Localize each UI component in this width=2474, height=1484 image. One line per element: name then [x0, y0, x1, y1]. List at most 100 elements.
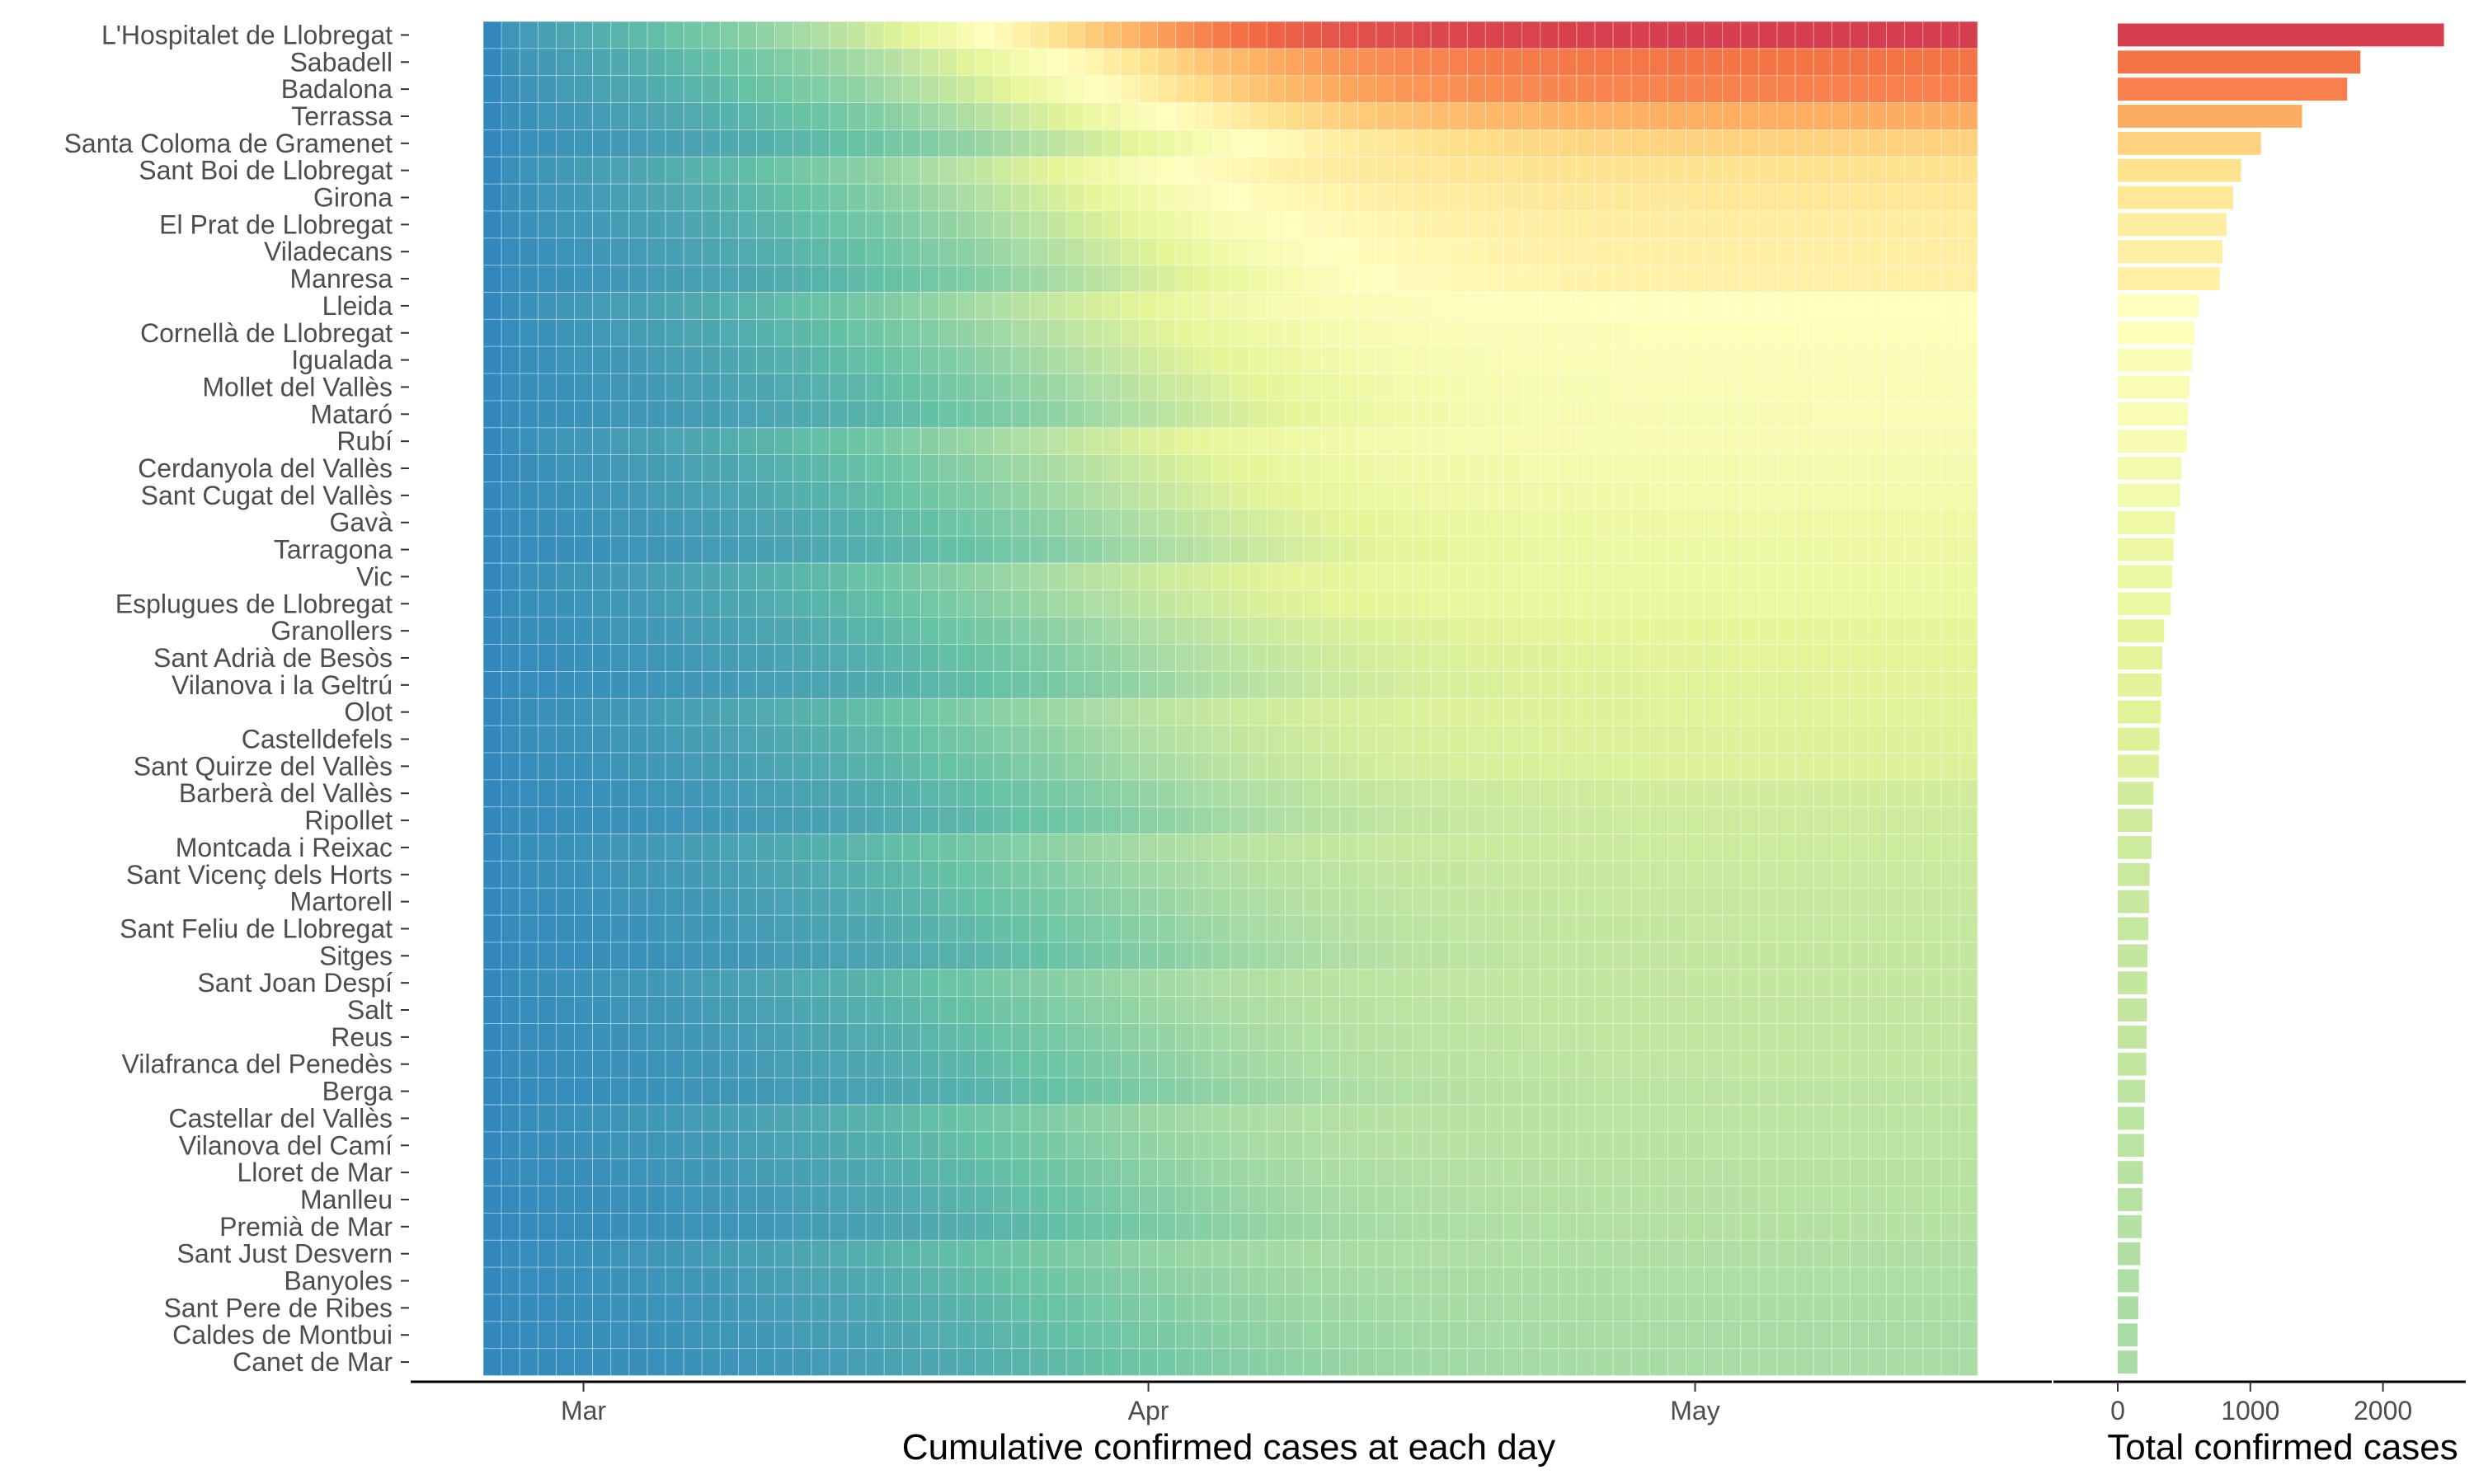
- heatmap-cell: [938, 1158, 957, 1186]
- heatmap-cell: [1121, 752, 1140, 781]
- heatmap-cell: [1084, 915, 1103, 943]
- heatmap-cell: [556, 915, 575, 943]
- heatmap-cell: [884, 1131, 903, 1159]
- heatmap-cell: [1558, 996, 1578, 1024]
- heatmap-cell: [610, 265, 630, 293]
- heatmap-cell: [1795, 184, 1814, 212]
- heatmap-cell: [702, 861, 721, 889]
- heatmap-cell: [1649, 237, 1668, 265]
- heatmap-cell: [1649, 644, 1668, 672]
- heatmap-cell: [1103, 861, 1122, 889]
- heatmap-cell: [738, 1158, 757, 1186]
- heatmap-cell: [1503, 806, 1522, 834]
- heatmap-cell: [1285, 644, 1304, 672]
- heatmap-cell: [1285, 589, 1304, 618]
- heatmap-cell: [1959, 400, 1978, 429]
- heatmap-cell: [1357, 996, 1377, 1024]
- heatmap-cell: [1193, 1321, 1213, 1349]
- heatmap-cell: [1522, 400, 1540, 429]
- heatmap-cell: [520, 265, 539, 293]
- heatmap-cell: [1376, 1158, 1395, 1186]
- heatmap-cell: [1467, 210, 1486, 239]
- heatmap-cell: [1175, 644, 1195, 672]
- heatmap-cell: [1394, 671, 1413, 699]
- heatmap-cell: [1467, 915, 1486, 943]
- heatmap-cell: [1594, 996, 1614, 1024]
- heatmap-cell: [628, 726, 648, 754]
- heatmap-cell: [738, 779, 757, 807]
- heatmap-cell: [1121, 481, 1140, 510]
- heatmap-cell: [1613, 1294, 1632, 1322]
- heatmap-cell: [1649, 589, 1668, 618]
- heatmap-cell: [1357, 969, 1377, 997]
- heatmap-cell: [1886, 536, 1905, 564]
- heatmap-cell: [738, 48, 757, 76]
- heatmap-cell: [866, 942, 885, 970]
- heatmap-cell: [647, 1348, 666, 1376]
- heatmap-cell: [610, 806, 630, 834]
- heatmap-cell: [1832, 346, 1851, 374]
- heatmap-cell: [1449, 1131, 1468, 1159]
- heatmap-cell: [1412, 617, 1432, 645]
- heatmap-cell: [1431, 726, 1450, 754]
- heatmap-cell: [1558, 1267, 1578, 1295]
- heatmap-cell: [702, 427, 721, 455]
- heatmap-cell: [628, 1267, 648, 1295]
- heatmap-cell: [1193, 481, 1213, 510]
- heatmap-cell: [1193, 536, 1213, 564]
- heatmap-cell: [1503, 942, 1522, 970]
- heatmap-cell: [1959, 617, 1978, 645]
- heatmap-cell: [920, 996, 939, 1024]
- heatmap-cell: [1139, 563, 1158, 591]
- heatmap-cell: [975, 915, 995, 943]
- heatmap-cell: [1776, 806, 1796, 834]
- heatmap-cell: [1376, 1023, 1395, 1051]
- heatmap-cell: [1339, 752, 1358, 781]
- heatmap-cell: [1048, 1105, 1067, 1133]
- heatmap-cell: [647, 454, 666, 482]
- heatmap-cell: [1850, 292, 1869, 320]
- heatmap-cell: [1394, 509, 1413, 537]
- heatmap-cell: [1175, 861, 1195, 889]
- heatmap-cell: [574, 563, 593, 591]
- heatmap-cell: [1121, 1023, 1140, 1051]
- heatmap-cell: [1649, 400, 1668, 429]
- heatmap-cell: [1139, 21, 1158, 49]
- heatmap-cell: [1357, 1294, 1377, 1322]
- heatmap-cell: [1011, 509, 1031, 537]
- heatmap-cell: [1886, 779, 1905, 807]
- heatmap-cell: [574, 1321, 593, 1349]
- heatmap-cell: [829, 589, 849, 618]
- heatmap-cell: [774, 969, 793, 997]
- heatmap-cell: [1868, 806, 1887, 834]
- heatmap-cell: [1103, 1213, 1122, 1241]
- heatmap-cell: [993, 1078, 1013, 1106]
- heatmap-cell: [1722, 1186, 1742, 1214]
- heatmap-cell: [556, 427, 575, 455]
- heatmap-cell: [1394, 427, 1413, 455]
- heatmap-cell: [1066, 726, 1085, 754]
- heatmap-cell: [1667, 265, 1686, 293]
- heatmap-cell: [1376, 1348, 1395, 1376]
- heatmap-cell: [720, 210, 739, 239]
- heatmap-cell: [847, 346, 867, 374]
- heatmap-cell: [1503, 75, 1522, 103]
- heatmap-cell: [793, 265, 812, 293]
- heatmap-cell: [520, 454, 539, 482]
- heatmap-cell: [1576, 752, 1596, 781]
- heatmap-cell: [1011, 1050, 1031, 1078]
- heatmap-cell: [1267, 265, 1286, 293]
- heatmap-cell: [1776, 454, 1796, 482]
- heatmap-cell: [811, 1105, 830, 1133]
- heatmap-cell: [774, 1131, 793, 1159]
- heatmap-cell: [1339, 698, 1358, 726]
- heatmap-cell: [1485, 481, 1504, 510]
- heatmap-cell: [1631, 779, 1650, 807]
- heatmap-cell: [1832, 726, 1851, 754]
- heatmap-cell: [1631, 834, 1650, 862]
- heatmap-cell: [1321, 454, 1340, 482]
- heatmap-cell: [1267, 1348, 1286, 1376]
- heatmap-cell: [1850, 1321, 1869, 1349]
- heatmap-cell: [1576, 806, 1596, 834]
- heatmap-cell: [628, 1131, 648, 1159]
